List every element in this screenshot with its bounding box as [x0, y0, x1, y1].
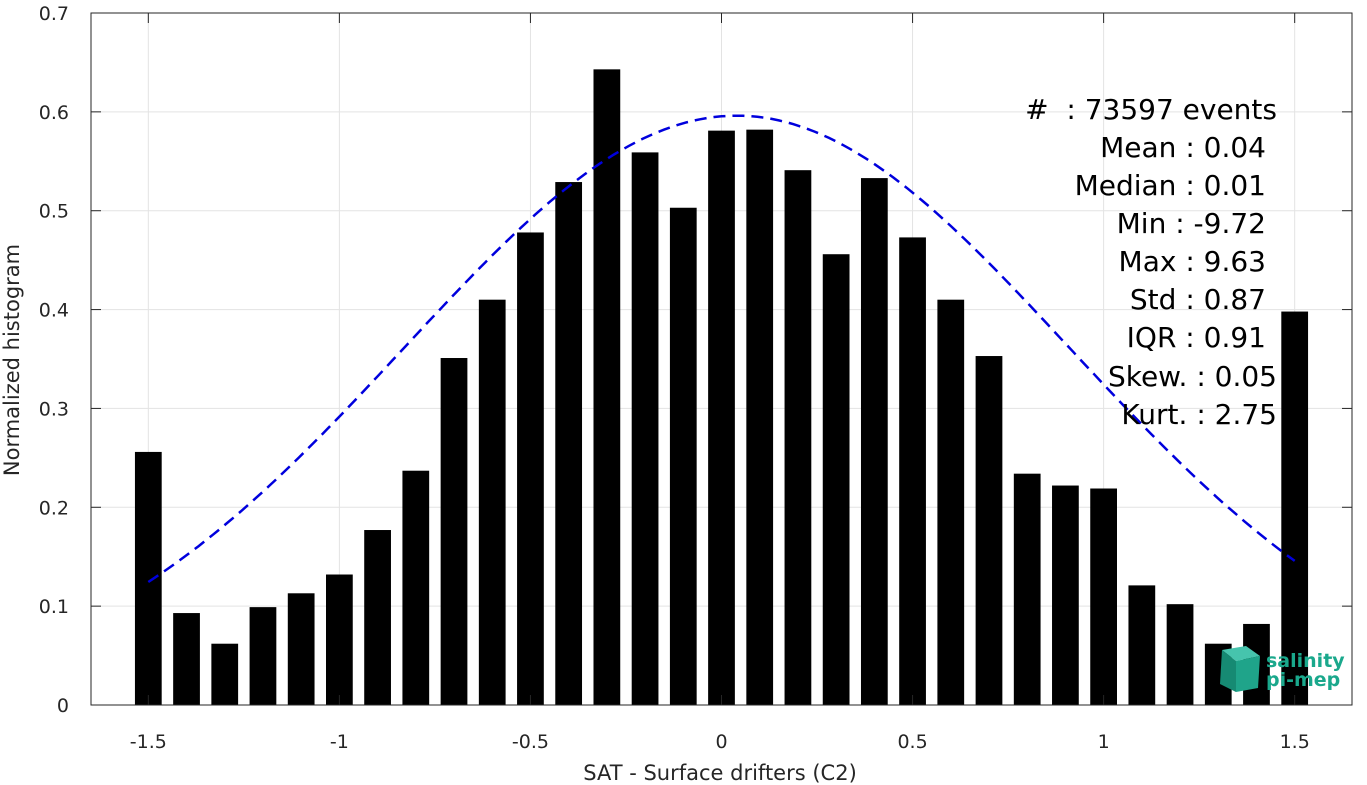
y-tick-labels: 0 0.1 0.2 0.3 0.4 0.5 0.6 0.7 [39, 3, 69, 717]
bar-26 [1128, 585, 1156, 705]
y-tick-label-6: 0.6 [39, 102, 69, 124]
bar-12 [593, 69, 621, 705]
bar-23 [1013, 473, 1041, 705]
bar-15 [708, 130, 735, 705]
bar-18 [822, 254, 850, 705]
y-tick-label-0: 0 [57, 695, 69, 717]
stat-min: Min : -9.72 [1117, 207, 1266, 240]
stat-events: # : 73597 events [1025, 93, 1277, 126]
bar-1 [173, 613, 200, 705]
cube-logo-icon [1220, 646, 1260, 692]
y-tick-label-3: 0.3 [39, 398, 69, 420]
bar-14 [669, 207, 697, 705]
y-tick-label-4: 0.4 [39, 300, 69, 322]
y-tick-label-7: 0.7 [39, 3, 69, 25]
bar-11 [555, 182, 583, 705]
bar-25 [1090, 488, 1117, 705]
salinity-pimep-logo: salinity pi-mep [1220, 646, 1345, 692]
bar-3 [249, 607, 277, 705]
x-axis-label: SAT - Surface drifters (C2) [583, 761, 857, 785]
bar-19 [860, 178, 888, 705]
bar-30 [1281, 311, 1309, 705]
stat-median: Median : 0.01 [1075, 169, 1266, 202]
bar-4 [287, 593, 315, 705]
bars-group [134, 69, 1309, 706]
bar-20 [899, 237, 926, 706]
stat-max: Max : 9.63 [1119, 245, 1266, 278]
bar-17 [784, 170, 812, 705]
x-tick-labels: -1.5 -1 -0.5 0 0.5 1 1.5 [130, 731, 1310, 753]
stat-skew: Skew. : 0.05 [1108, 360, 1277, 393]
x-tick-label-6: 1.5 [1280, 731, 1310, 753]
bar-27 [1166, 604, 1194, 705]
bar-6 [364, 530, 391, 705]
logo-line2: pi-mep [1266, 669, 1340, 691]
bar-24 [1052, 485, 1079, 705]
stat-mean: Mean : 0.04 [1100, 131, 1266, 164]
x-tick-label-1: -1 [330, 731, 349, 753]
bar-8 [440, 358, 468, 705]
bar-10 [517, 232, 544, 705]
stat-iqr: IQR : 0.91 [1127, 321, 1266, 354]
stat-std: Std : 0.87 [1130, 283, 1266, 316]
x-tick-label-2: -0.5 [512, 731, 549, 753]
bar-21 [937, 299, 965, 705]
bar-16 [746, 129, 774, 705]
y-tick-label-5: 0.5 [39, 201, 69, 223]
x-tick-label-4: 0.5 [897, 731, 927, 753]
bar-13 [631, 152, 659, 706]
tick-marks [91, 12, 1352, 706]
logo-line1: salinity [1266, 650, 1345, 672]
bar-2 [211, 643, 239, 705]
x-tick-label-5: 1 [1098, 731, 1110, 753]
y-tick-label-2: 0.2 [39, 497, 69, 519]
bar-7 [402, 470, 430, 705]
y-tick-label-1: 0.1 [39, 596, 69, 618]
bar-0 [134, 451, 162, 705]
bar-9 [478, 299, 506, 705]
bar-22 [975, 356, 1003, 705]
x-tick-label-0: -1.5 [130, 731, 167, 753]
normal-fit-curve [147, 114, 1296, 584]
stat-kurt: Kurt. : 2.75 [1121, 398, 1277, 431]
stats-box: # : 73597 events Mean : 0.04 Median : 0.… [1025, 93, 1277, 431]
bar-5 [326, 574, 353, 705]
y-axis-label: Normalized histogram [0, 244, 24, 476]
x-tick-label-3: 0 [715, 731, 727, 753]
